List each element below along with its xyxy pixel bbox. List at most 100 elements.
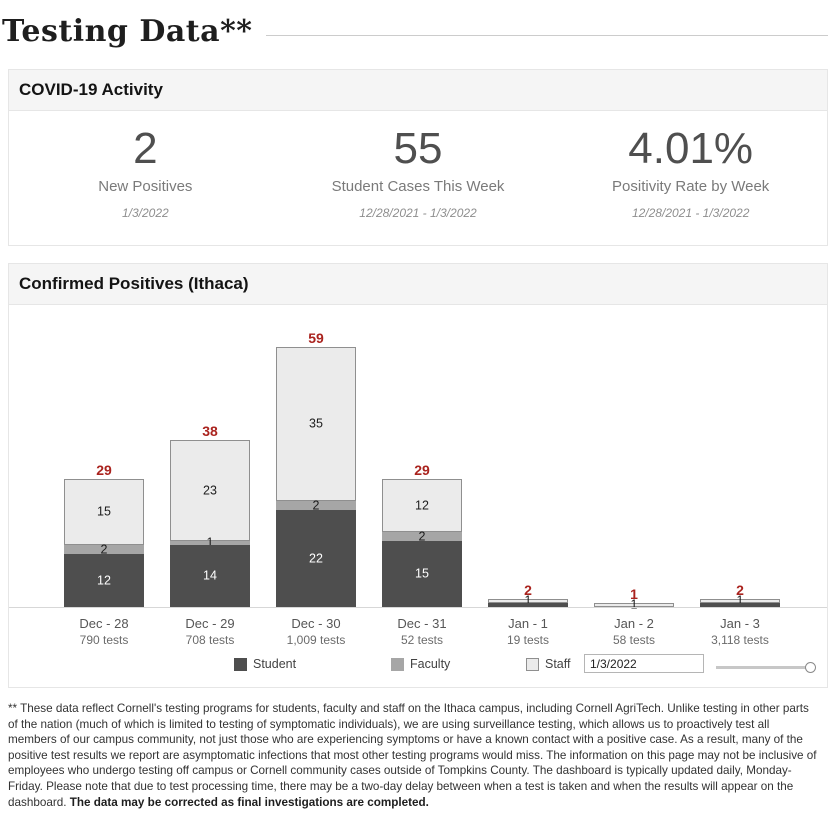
confirmed-positives-header: Confirmed Positives (Ithaca) — [9, 264, 827, 305]
stacked-bar[interactable]: 1 — [594, 598, 674, 611]
stacked-bar[interactable]: 12 2 15 — [382, 479, 462, 607]
x-axis-tests-label: 3,118 tests — [711, 633, 769, 647]
stat-student-cases-label: Student Cases This Week — [331, 178, 505, 196]
stacked-bar[interactable]: 15 2 12 — [64, 479, 144, 607]
date-slider[interactable] — [716, 662, 816, 673]
date-slider-track[interactable] — [716, 666, 808, 669]
legend-item-student[interactable]: Student — [234, 657, 296, 671]
segment-value-label: 35 — [309, 416, 323, 431]
segment-value-label: 23 — [203, 483, 217, 497]
bar-total-label: 1 — [630, 586, 638, 602]
stat-positivity-rate-period: 12/28/2021 - 1/3/2022 — [631, 206, 750, 221]
segment-value-label: 12 — [97, 573, 111, 587]
x-axis-line — [9, 607, 827, 608]
legend-swatch-icon — [391, 657, 404, 671]
bar-segment-student[interactable]: 12 — [64, 554, 144, 607]
bar-total-label: 29 — [414, 462, 430, 478]
bar-segment-staff[interactable]: 15 — [64, 479, 144, 545]
x-axis-label-group: Dec - 31 52 tests — [369, 616, 475, 647]
bar-segment-student[interactable] — [700, 603, 780, 607]
stat-positivity-rate: 4.01% Positivity Rate by Week 12/28/2021… — [554, 111, 827, 245]
bar-segment-student[interactable]: 14 — [170, 545, 250, 607]
bar-segment-faculty[interactable]: 2 — [382, 529, 462, 543]
confirmed-positives-panel: Confirmed Positives (Ithaca) 29 15 2 12 38 23… — [8, 263, 828, 688]
x-axis-tests-label: 790 tests — [79, 633, 129, 647]
bar-segment-staff[interactable]: 1 — [488, 594, 568, 607]
stat-positivity-rate-value: 4.01% — [628, 124, 754, 173]
bar-segment-staff[interactable]: 1 — [700, 594, 780, 607]
legend-swatch-icon — [234, 657, 247, 671]
stacked-bar[interactable]: 23 1 14 — [170, 440, 250, 607]
date-slider-handle[interactable] — [805, 662, 816, 673]
x-axis-tests-label: 1,009 tests — [286, 633, 346, 647]
bar-total-label: 29 — [96, 462, 112, 478]
page-title: Testing Data** — [2, 13, 253, 49]
x-axis-label-group: Jan - 2 58 tests — [581, 616, 687, 647]
x-axis-date-label: Dec - 30 — [291, 616, 341, 631]
footnote-text: ** These data reflect Cornell's testing … — [8, 702, 817, 809]
segment-value-label: 1 — [524, 593, 532, 608]
legend-label: Student — [253, 657, 297, 671]
stat-student-cases: 55 Student Cases This Week 12/28/2021 - … — [282, 111, 555, 245]
segment-value-label: 22 — [309, 551, 323, 565]
legend-label: Staff — [545, 657, 571, 671]
legend-swatch-icon — [526, 657, 539, 671]
bar-segment-student[interactable]: 22 — [276, 510, 356, 607]
stacked-bar[interactable]: 1 — [700, 594, 780, 607]
stacked-bar[interactable]: 35 2 22 — [276, 347, 356, 607]
bar-segment-student[interactable] — [488, 603, 568, 607]
bar-segment-faculty[interactable]: 2 — [276, 499, 356, 512]
segment-value-label: 15 — [415, 566, 429, 581]
footnote-bold: The data may be corrected as final inves… — [69, 795, 429, 809]
activity-stats-row: 2 New Positives 1/3/2022 55 Student Case… — [9, 111, 827, 245]
x-axis-date-label: Dec - 29 — [185, 616, 235, 631]
segment-value-label: 1 — [630, 597, 638, 612]
bar-segment-staff[interactable]: 35 — [276, 347, 356, 501]
x-axis-date-label: Dec - 31 — [397, 616, 447, 631]
bar-column: 29 15 2 12 — [51, 305, 157, 607]
confirmed-positives-title: Confirmed Positives (Ithaca) — [19, 274, 249, 293]
x-axis-tests-label: 19 tests — [506, 633, 550, 647]
segment-value-label: 2 — [418, 529, 426, 543]
legend-item-faculty[interactable]: Faculty — [391, 657, 450, 671]
x-axis-date-label: Jan - 3 — [720, 616, 760, 631]
bar-segment-staff[interactable]: 1 — [594, 598, 674, 611]
stat-new-positives: 2 New Positives 1/3/2022 — [9, 111, 282, 245]
legend-row: Student Faculty Staff — [9, 647, 827, 687]
covid-activity-header: COVID-19 Activity — [9, 70, 827, 111]
x-axis-date-label: Jan - 1 — [508, 616, 548, 631]
stat-student-cases-value: 55 — [393, 124, 443, 173]
page-header: Testing Data** — [0, 0, 828, 56]
title-divider — [266, 34, 828, 36]
bar-column: 38 23 1 14 — [157, 305, 263, 607]
segment-value-label: 14 — [203, 568, 217, 583]
bar-segment-student[interactable]: 15 — [382, 541, 462, 607]
confirmed-positives-chart: 29 15 2 12 38 23 1 14 59 35 2 22 29 12 2 15 2 1 1 1 2 1 Dec -… — [9, 305, 827, 687]
footnote: ** These data reflect Cornell's testing … — [8, 701, 818, 810]
bar-segment-faculty[interactable]: 2 — [64, 543, 144, 556]
bar-segment-staff[interactable]: 23 — [170, 440, 250, 541]
x-axis-tests-label: 708 tests — [185, 633, 235, 647]
date-filter-input[interactable] — [584, 654, 704, 673]
x-axis-label-group: Jan - 1 19 tests — [475, 616, 581, 647]
segment-value-label: 15 — [97, 504, 111, 519]
x-axis-label-group: Dec - 28 790 tests — [51, 616, 157, 647]
bar-column: 59 35 2 22 — [263, 305, 369, 607]
covid-activity-panel: COVID-19 Activity 2 New Positives 1/3/20… — [8, 69, 828, 246]
x-axis-tests-label: 52 tests — [400, 633, 444, 647]
stat-new-positives-period: 1/3/2022 — [121, 206, 169, 221]
stacked-bar[interactable]: 1 — [488, 594, 568, 607]
legend-label: Faculty — [410, 657, 451, 671]
bar-plot: 29 15 2 12 38 23 1 14 59 35 2 22 29 12 2 15 2 1 1 1 2 1 — [51, 305, 793, 611]
bar-column: 29 12 2 15 — [369, 305, 475, 607]
legend-item-staff[interactable]: Staff — [526, 657, 570, 671]
x-axis-label-group: Jan - 3 3,118 tests — [687, 616, 793, 647]
bar-total-label: 2 — [736, 582, 744, 598]
bar-segment-staff[interactable]: 12 — [382, 479, 462, 532]
x-axis-date-label: Jan - 2 — [614, 616, 654, 631]
bar-segment-faculty[interactable]: 1 — [170, 536, 250, 549]
segment-value-label: 1 — [206, 535, 214, 550]
stat-student-cases-period: 12/28/2021 - 1/3/2022 — [359, 206, 477, 221]
